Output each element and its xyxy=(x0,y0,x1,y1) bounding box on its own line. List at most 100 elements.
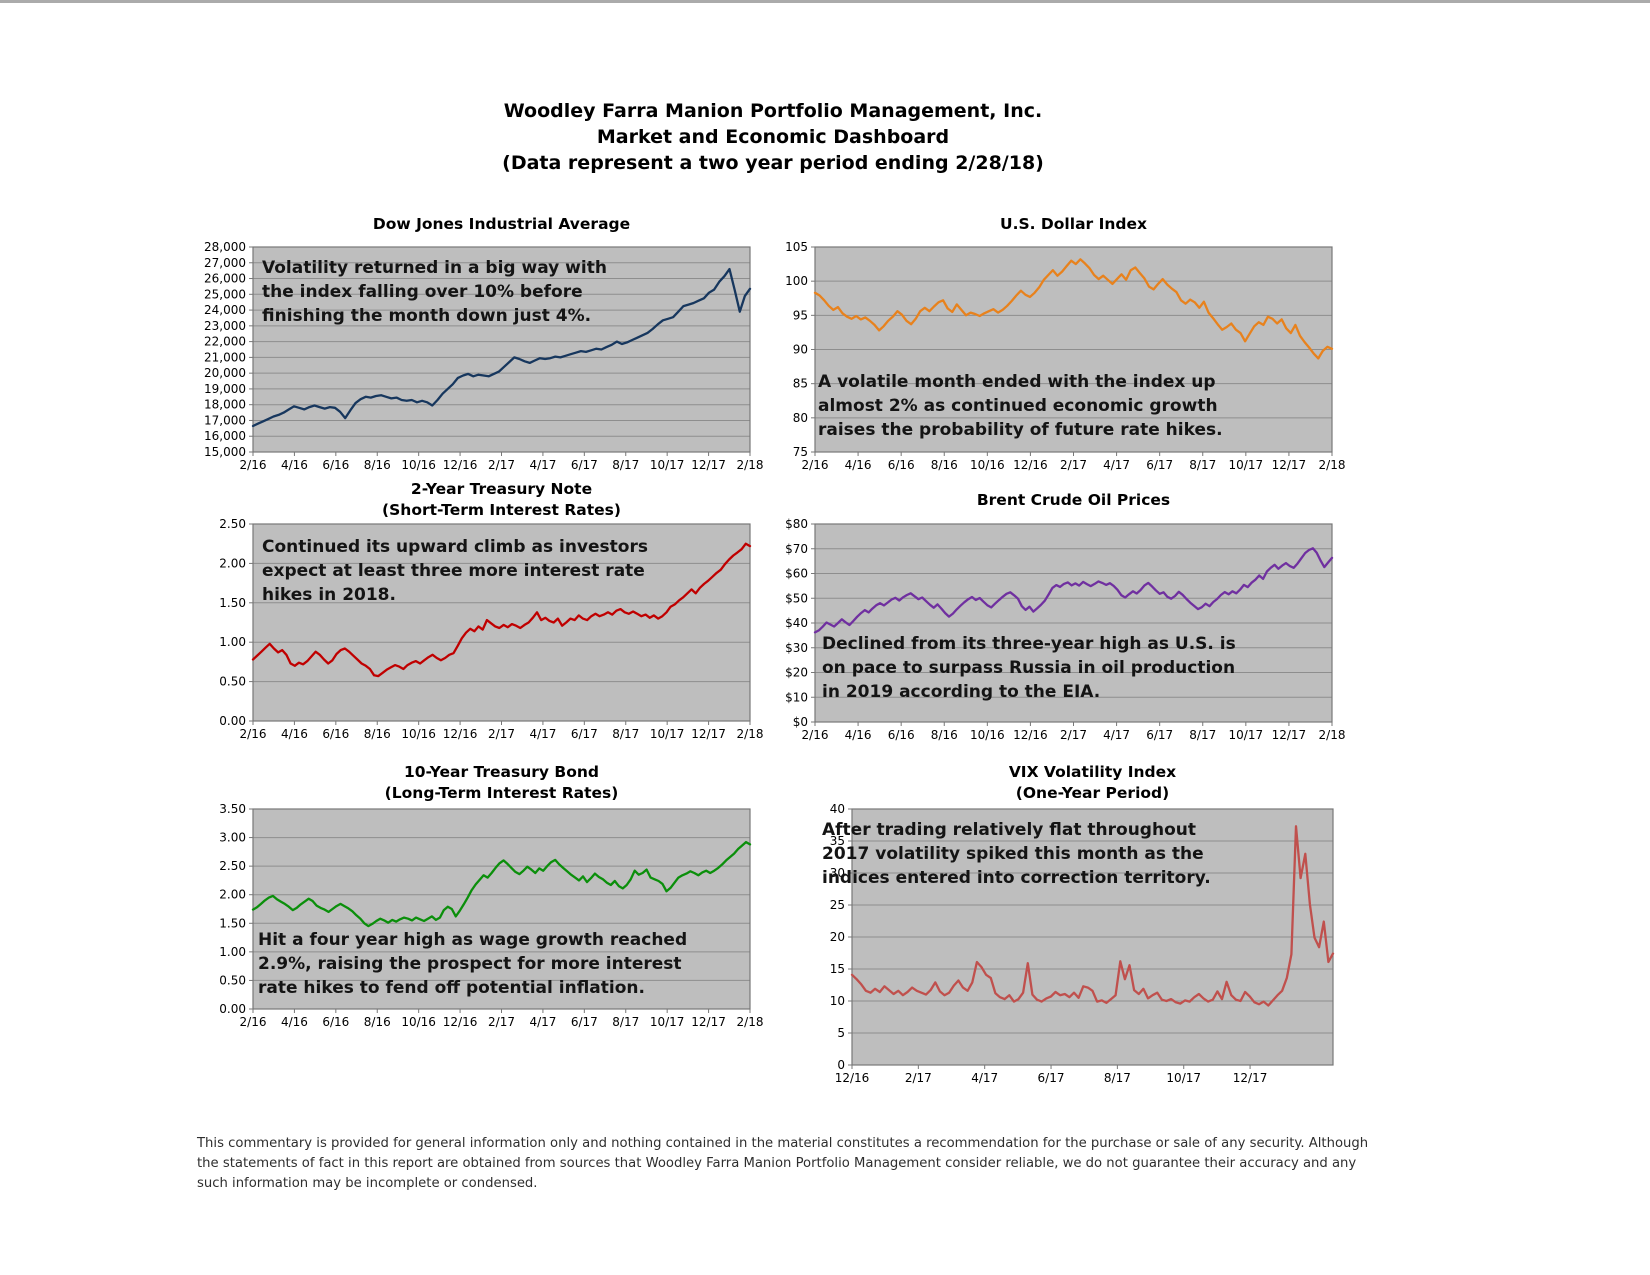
svg-text:12/17: 12/17 xyxy=(691,727,726,741)
svg-text:21,000: 21,000 xyxy=(204,350,246,364)
svg-text:8/17: 8/17 xyxy=(612,727,639,741)
svg-text:20,000: 20,000 xyxy=(204,366,246,380)
svg-text:6/17: 6/17 xyxy=(1146,458,1173,472)
vix-plot: 40 35 30 25 20 15 10 5 012/16 2/17 4/17 6/17 8/17 10/… xyxy=(830,802,1335,1085)
svg-text:2/16: 2/16 xyxy=(240,1015,267,1029)
svg-text:10/16: 10/16 xyxy=(970,728,1005,742)
svg-text:25,000: 25,000 xyxy=(204,287,246,301)
disclaimer-line: This commentary is provided for general … xyxy=(197,1136,1369,1151)
svg-text:100: 100 xyxy=(785,274,808,288)
y-axis: 2.50 2.00 1.50 1.00 0.50 0.00 xyxy=(219,517,750,728)
svg-text:8/16: 8/16 xyxy=(364,458,391,472)
svg-text:6/17: 6/17 xyxy=(571,1015,598,1029)
svg-text:23,000: 23,000 xyxy=(204,319,246,333)
svg-text:10/17: 10/17 xyxy=(650,458,685,472)
svg-text:4/17: 4/17 xyxy=(529,727,556,741)
svg-text:8/16: 8/16 xyxy=(364,727,391,741)
svg-text:8/17: 8/17 xyxy=(1104,1071,1131,1085)
chart-annotation: A volatile month ended with the index up… xyxy=(818,370,1223,442)
svg-text:$50: $50 xyxy=(785,591,808,605)
svg-text:35: 35 xyxy=(830,834,845,848)
svg-text:30: 30 xyxy=(830,866,845,880)
svg-text:80: 80 xyxy=(793,411,808,425)
chart-title: Dow Jones Industrial Average xyxy=(372,215,631,233)
svg-text:1.00: 1.00 xyxy=(219,635,246,649)
svg-text:12/17: 12/17 xyxy=(691,1015,726,1029)
chart-annotation: Declined from its three-year high as U.S… xyxy=(822,632,1236,704)
svg-text:4/17: 4/17 xyxy=(1103,728,1130,742)
svg-text:$80: $80 xyxy=(785,517,808,531)
svg-text:2/17: 2/17 xyxy=(1060,458,1087,472)
svg-text:10/17: 10/17 xyxy=(1229,728,1264,742)
svg-text:6/16: 6/16 xyxy=(322,458,349,472)
svg-text:10/16: 10/16 xyxy=(970,458,1005,472)
svg-text:2.50: 2.50 xyxy=(219,517,246,531)
disclaimer-line: such information may be incomplete or co… xyxy=(197,1176,538,1191)
x-axis: 2/16 4/16 6/16 8/16 10/16 12/16 2/17 4/17 6/17 8/… xyxy=(240,452,763,472)
chart-title: U.S. Dollar Index xyxy=(1000,215,1147,233)
svg-text:10/16: 10/16 xyxy=(401,727,436,741)
svg-text:85: 85 xyxy=(793,377,808,391)
svg-text:105: 105 xyxy=(785,240,808,254)
annotation-line: Volatility returned in a big way with xyxy=(262,258,607,278)
svg-text:0.00: 0.00 xyxy=(219,714,246,728)
chart-title: 10-Year Treasury Bond xyxy=(403,763,600,781)
svg-text:2/16: 2/16 xyxy=(802,728,829,742)
y-axis: 40 35 30 25 20 15 10 5 0 xyxy=(830,802,1333,1072)
us-dollar-plot: 105 100 95 90 85 80 752/16 4/16 6/16 8/16 10/16 12/… xyxy=(785,240,1346,472)
chart-annotation: After trading relatively flat throughout… xyxy=(822,818,1211,890)
annotation-line: rate hikes to fend off potential inflati… xyxy=(258,978,645,998)
dashboard-title-line2: Market and Economic Dashboard xyxy=(596,126,950,148)
chart-title: 2-Year Treasury Note xyxy=(410,480,593,498)
annotation-line: After trading relatively flat throughout xyxy=(822,820,1196,840)
svg-text:40: 40 xyxy=(830,802,845,816)
svg-text:15: 15 xyxy=(830,962,845,976)
svg-text:12/16: 12/16 xyxy=(443,1015,478,1029)
svg-text:10/17: 10/17 xyxy=(650,727,685,741)
svg-text:12/16: 12/16 xyxy=(1013,458,1048,472)
svg-text:12/16: 12/16 xyxy=(835,1071,870,1085)
annotation-line: on pace to surpass Russia in oil product… xyxy=(822,658,1236,678)
svg-text:10/16: 10/16 xyxy=(401,458,436,472)
svg-text:2/18: 2/18 xyxy=(1319,458,1346,472)
svg-text:3.50: 3.50 xyxy=(219,802,246,816)
chart-subtitle: (Short-Term Interest Rates) xyxy=(382,501,621,519)
10yr-treasury-plot: 3.50 3.00 2.50 2.00 1.50 1.00 0.50 0.002/16 4/16… xyxy=(219,802,764,1029)
svg-text:10/17: 10/17 xyxy=(650,1015,685,1029)
svg-text:8/17: 8/17 xyxy=(1189,458,1216,472)
svg-text:1.50: 1.50 xyxy=(219,596,246,610)
series-line xyxy=(251,267,752,428)
svg-text:22,000: 22,000 xyxy=(204,335,246,349)
chart-2yr-treasury: 2-Year Treasury Note (Short-Term Interes… xyxy=(195,480,770,770)
svg-text:12/16: 12/16 xyxy=(443,727,478,741)
svg-text:6/16: 6/16 xyxy=(322,1015,349,1029)
series-line xyxy=(251,840,752,928)
annotation-line: 2017 volatility spiked this month as the xyxy=(822,844,1204,864)
series-line xyxy=(850,825,1335,1007)
svg-text:95: 95 xyxy=(793,308,808,322)
annotation-line: Declined from its three-year high as U.S… xyxy=(822,634,1236,654)
chart-us-dollar-index: U.S. Dollar Index 105 100 95 90 85 80 75 2/16 4/… xyxy=(760,215,1350,480)
chart-vix: VIX Volatility Index (One-Year Period) 4… xyxy=(790,763,1350,1093)
svg-text:8/17: 8/17 xyxy=(612,1015,639,1029)
svg-text:2/18: 2/18 xyxy=(737,1015,764,1029)
svg-text:0.50: 0.50 xyxy=(219,973,246,987)
svg-text:4/16: 4/16 xyxy=(281,458,308,472)
annotation-line: the index falling over 10% before xyxy=(262,282,583,302)
svg-text:12/16: 12/16 xyxy=(1013,728,1048,742)
annotation-line: raises the probability of future rate hi… xyxy=(818,420,1223,440)
svg-text:$30: $30 xyxy=(785,641,808,655)
annotation-line: hikes in 2018. xyxy=(262,585,396,605)
svg-text:15,000: 15,000 xyxy=(204,445,246,459)
svg-text:2/17: 2/17 xyxy=(905,1071,932,1085)
svg-text:26,000: 26,000 xyxy=(204,272,246,286)
annotation-line: Continued its upward climb as investors xyxy=(262,537,648,557)
svg-text:$0: $0 xyxy=(793,715,808,729)
svg-text:2/18: 2/18 xyxy=(737,727,764,741)
svg-text:$20: $20 xyxy=(785,666,808,680)
chart-title: VIX Volatility Index xyxy=(1008,763,1177,781)
chart-annotation: Volatility returned in a big way with th… xyxy=(262,256,607,328)
x-axis: 2/16 4/16 6/16 8/16 10/16 12/16 2/17 4/17 6/17 8/… xyxy=(802,722,1345,742)
